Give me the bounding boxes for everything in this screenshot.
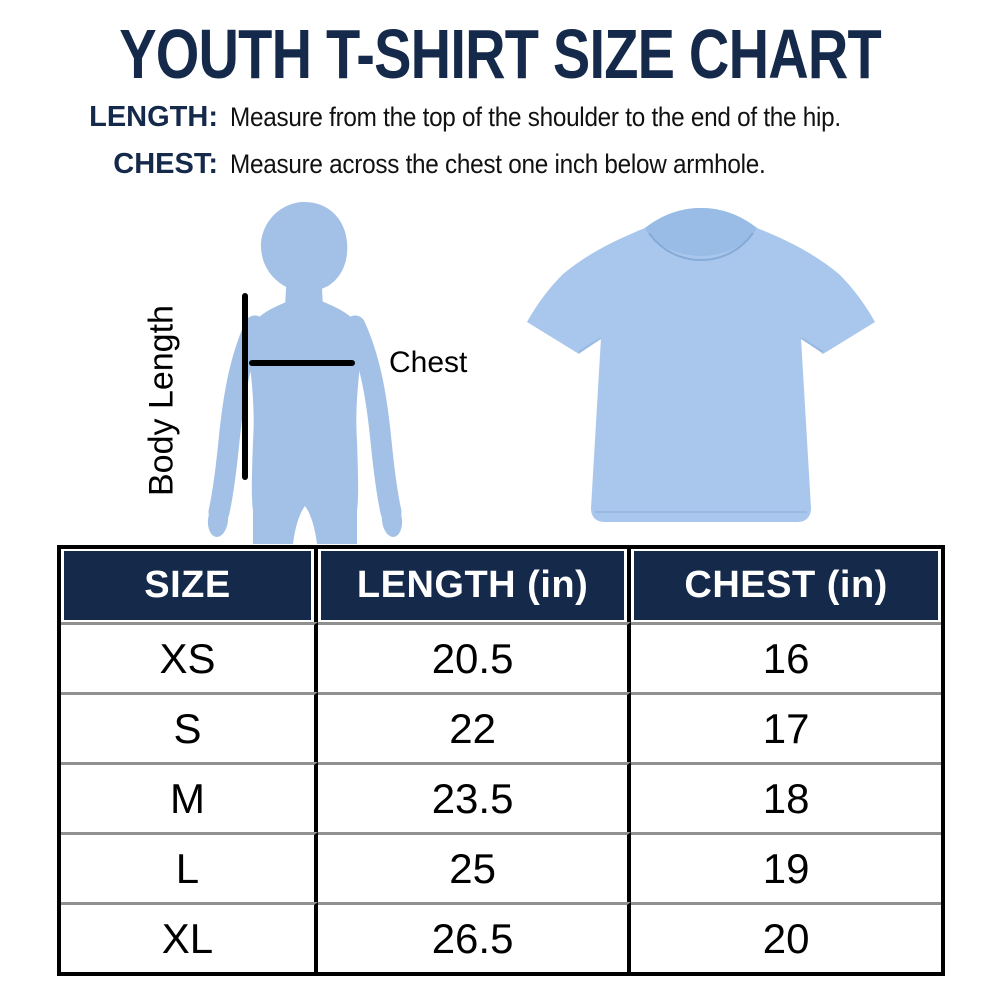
table-row: L 25 19 xyxy=(61,832,941,902)
chest-note-text: Measure across the chest one inch below … xyxy=(230,149,766,179)
size-cell: M xyxy=(61,762,318,832)
header-length: LENGTH (in) xyxy=(317,549,632,622)
table-row: XS 20.5 16 xyxy=(61,622,941,692)
length-cell: 23.5 xyxy=(317,762,632,832)
measurement-diagram: Body Length Chest xyxy=(0,190,1000,545)
size-table-section: SIZE LENGTH (in) CHEST (in) XS 20.5 16 S… xyxy=(57,545,945,976)
measure-lines xyxy=(242,293,355,480)
chest-label: Chest xyxy=(389,346,468,379)
header-size: SIZE xyxy=(61,549,318,622)
table-row: XL 26.5 20 xyxy=(61,902,941,972)
length-cell: 25 xyxy=(317,832,632,902)
table-header-row: SIZE LENGTH (in) CHEST (in) xyxy=(61,549,941,622)
chest-cell: 18 xyxy=(631,762,941,832)
length-cell: 26.5 xyxy=(317,902,632,972)
length-cell: 22 xyxy=(317,692,632,762)
size-table: SIZE LENGTH (in) CHEST (in) XS 20.5 16 S… xyxy=(57,545,945,976)
chest-cell: 17 xyxy=(631,692,941,762)
tshirt-icon xyxy=(527,208,875,522)
header-chest: CHEST (in) xyxy=(631,549,941,622)
child-silhouette-icon xyxy=(207,201,403,544)
length-note-text: Measure from the top of the shoulder to … xyxy=(230,102,841,132)
size-cell: L xyxy=(61,832,318,902)
chest-cell: 19 xyxy=(631,832,941,902)
measurement-notes: LENGTH: Measure from the top of the shou… xyxy=(60,101,909,195)
chest-cell: 20 xyxy=(631,902,941,972)
body-length-label: Body Length xyxy=(142,305,181,497)
title-row: YOUTH T-SHIRT SIZE CHART xyxy=(0,15,1000,93)
table-row: M 23.5 18 xyxy=(61,762,941,832)
length-note-label: LENGTH: xyxy=(89,101,218,133)
length-cell: 20.5 xyxy=(317,622,632,692)
page-title: YOUTH T-SHIRT SIZE CHART xyxy=(119,15,881,93)
size-cell: S xyxy=(61,692,318,762)
chest-note: CHEST: Measure across the chest one inch… xyxy=(60,148,909,181)
size-cell: XS xyxy=(61,622,318,692)
table-row: S 22 17 xyxy=(61,692,941,762)
size-cell: XL xyxy=(61,902,318,972)
chest-note-label: CHEST: xyxy=(113,148,218,180)
chest-cell: 16 xyxy=(631,622,941,692)
length-note: LENGTH: Measure from the top of the shou… xyxy=(60,101,909,134)
